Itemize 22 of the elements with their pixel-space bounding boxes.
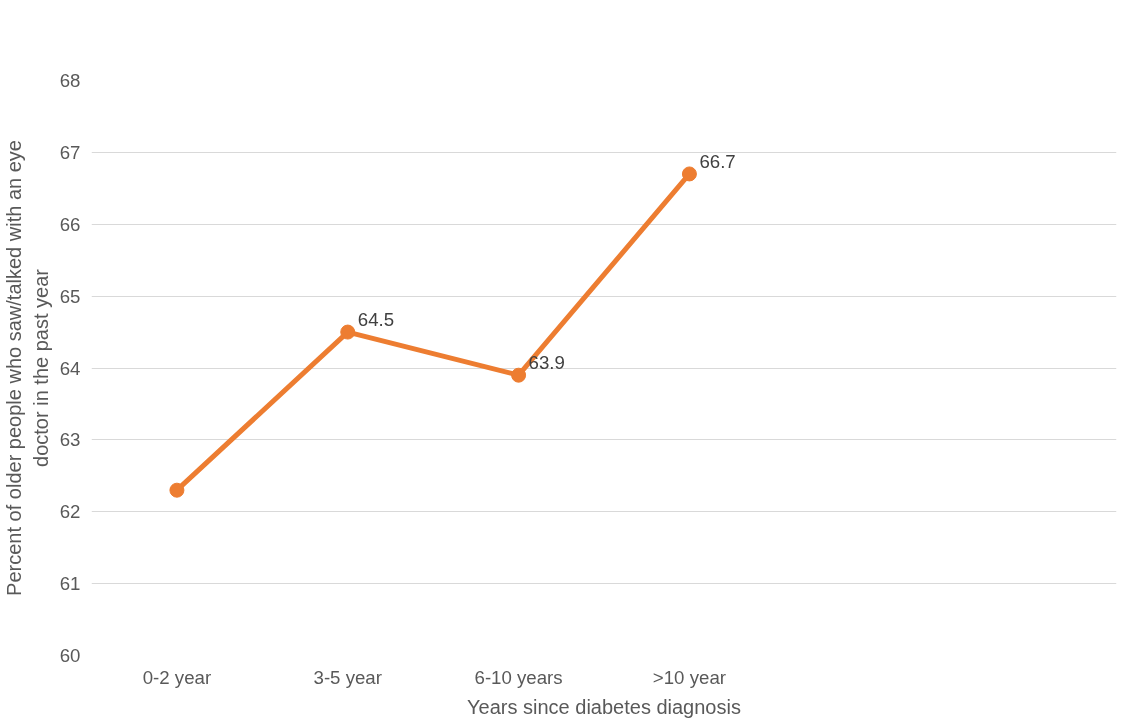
point: [169, 482, 185, 498]
y-tick-label: 65: [59, 285, 81, 307]
y-tick-label: 62: [59, 501, 81, 523]
y-axis-title: Percent of older people who saw/talked with an eye doctor in the past year: [3, 140, 52, 596]
point: [681, 166, 697, 182]
data-label: 64.5: [357, 309, 395, 331]
x-tick-label: >10 year: [652, 666, 726, 688]
y-tick-label: 63: [59, 429, 81, 451]
data-label: 63.9: [528, 352, 565, 374]
y-tick-label: 67: [59, 141, 81, 163]
y-tick-label: 66: [59, 213, 81, 235]
point: [340, 324, 356, 340]
x-tick-label: 6-10 years: [474, 666, 563, 688]
y-tick-label: 68: [59, 70, 81, 91]
x-axis-title: Years since diabetes diagnosis: [467, 695, 741, 718]
x-tick-label: 3-5 year: [313, 666, 382, 688]
point: [511, 367, 527, 383]
y-tick-label: 61: [59, 573, 81, 595]
x-tick-label: 0-2 year: [142, 666, 212, 688]
y-tick-label: 60: [59, 645, 81, 666]
data-label: 66.7: [699, 150, 736, 172]
y-tick-label: 64: [59, 357, 81, 379]
